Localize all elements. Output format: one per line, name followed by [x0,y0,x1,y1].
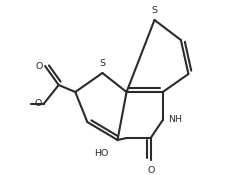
Text: O: O [34,100,42,108]
Text: S: S [151,6,157,15]
Text: O: O [146,166,154,175]
Text: S: S [99,59,105,68]
Text: NH: NH [167,116,181,124]
Text: HO: HO [94,149,109,158]
Text: O: O [36,61,43,71]
